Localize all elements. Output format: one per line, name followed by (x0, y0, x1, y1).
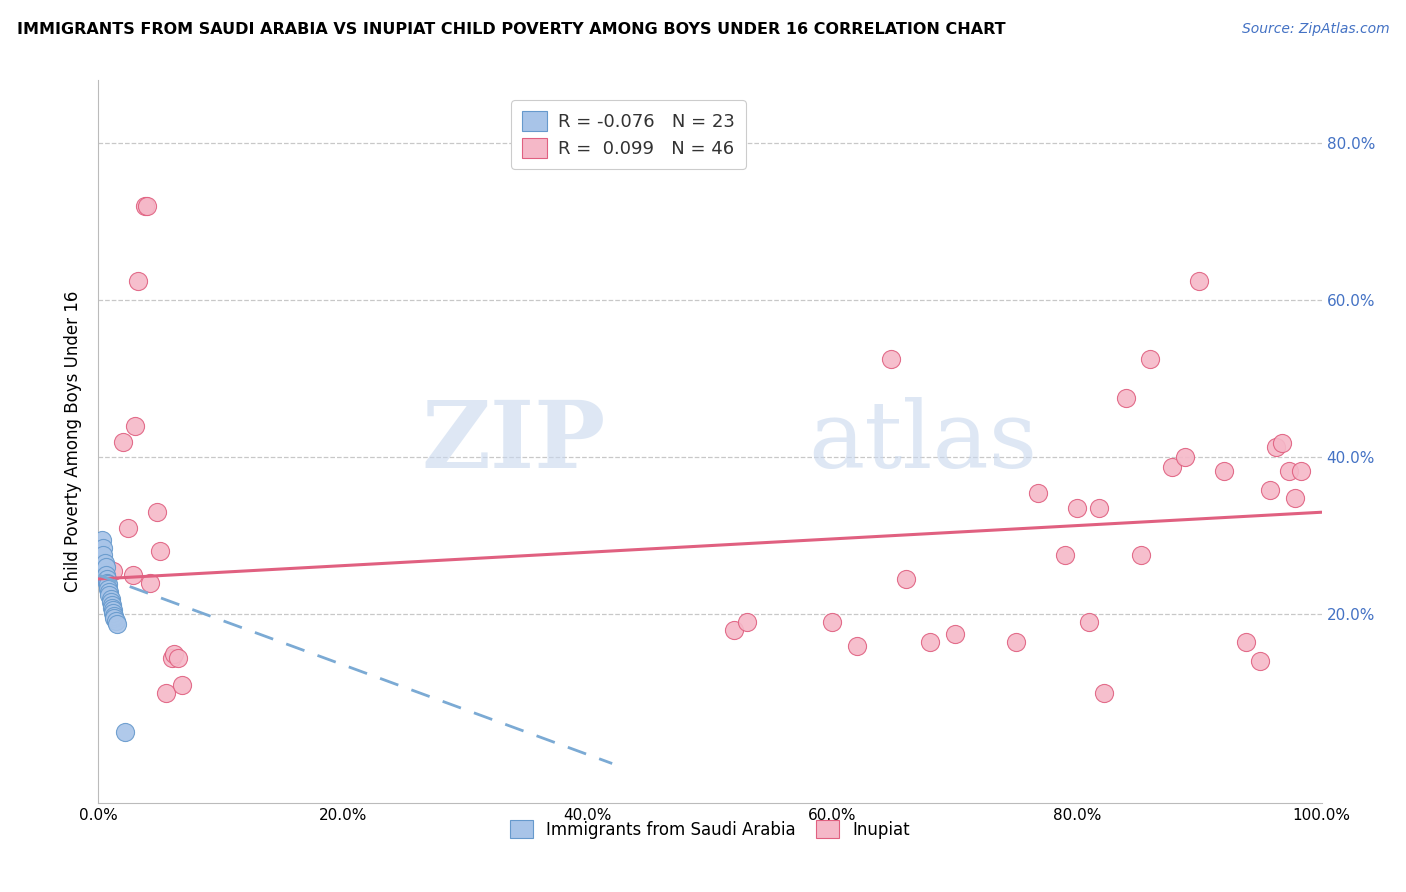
Point (1092, 686, 1115, 700)
Point (103, 611, 125, 625)
Point (94, 560, 117, 574)
Point (104, 614, 127, 628)
Point (1234, 635, 1257, 649)
Point (96, 575, 118, 590)
Point (139, 575, 162, 590)
Point (1161, 459, 1184, 474)
Text: IMMIGRANTS FROM SAUDI ARABIA VS INUPIAT CHILD POVERTY AMONG BOYS UNDER 16 CORREL: IMMIGRANTS FROM SAUDI ARABIA VS INUPIAT … (17, 22, 1005, 37)
Point (1188, 274, 1211, 288)
Point (170, 678, 193, 692)
Point (91, 541, 114, 555)
Point (97, 577, 120, 591)
Point (134, 199, 156, 213)
Point (845, 639, 868, 653)
Point (1129, 549, 1152, 563)
Point (1271, 436, 1294, 450)
Point (1078, 615, 1101, 630)
Point (1004, 635, 1026, 649)
Text: ZIP: ZIP (422, 397, 606, 486)
Point (136, 199, 159, 213)
Point (149, 544, 172, 558)
Point (101, 598, 124, 612)
Point (163, 647, 186, 661)
Point (735, 615, 758, 630)
Point (1115, 392, 1137, 406)
Point (96, 572, 118, 586)
Point (821, 615, 844, 630)
Point (117, 521, 139, 535)
Legend: Immigrants from Saudi Arabia, Inupiat: Immigrants from Saudi Arabia, Inupiat (499, 810, 921, 848)
Point (101, 606, 124, 620)
Point (1053, 549, 1076, 563)
Text: atlas: atlas (808, 397, 1038, 486)
Point (1278, 464, 1301, 478)
Point (1088, 501, 1111, 516)
Point (101, 603, 124, 617)
Point (91, 533, 114, 547)
Y-axis label: Child Poverty Among Boys Under 16: Child Poverty Among Boys Under 16 (65, 291, 83, 592)
Point (167, 650, 190, 665)
Point (100, 595, 122, 609)
Point (103, 608, 125, 623)
Point (1289, 464, 1312, 478)
Text: Source: ZipAtlas.com: Source: ZipAtlas.com (1241, 22, 1389, 37)
Point (1265, 440, 1288, 454)
Point (894, 572, 917, 586)
Point (1066, 501, 1088, 516)
Point (98, 585, 121, 599)
Point (94, 568, 117, 582)
Point (111, 434, 134, 449)
Point (1026, 485, 1049, 500)
Point (91, 549, 114, 563)
Point (880, 352, 903, 367)
Point (101, 564, 124, 578)
Point (155, 686, 177, 700)
Point (93, 556, 115, 570)
Point (100, 591, 122, 606)
Point (98, 589, 121, 603)
Point (105, 616, 128, 631)
Point (1212, 464, 1234, 478)
Point (97, 582, 120, 597)
Point (943, 627, 966, 641)
Point (101, 601, 124, 615)
Point (723, 623, 745, 637)
Point (1258, 483, 1281, 498)
Point (146, 505, 169, 519)
Point (127, 274, 149, 288)
Point (1249, 655, 1271, 669)
Point (1284, 491, 1306, 505)
Point (121, 568, 143, 582)
Point (1174, 450, 1197, 465)
Point (114, 725, 136, 739)
Point (1139, 352, 1161, 367)
Point (920, 635, 942, 649)
Point (124, 418, 146, 433)
Point (160, 650, 183, 665)
